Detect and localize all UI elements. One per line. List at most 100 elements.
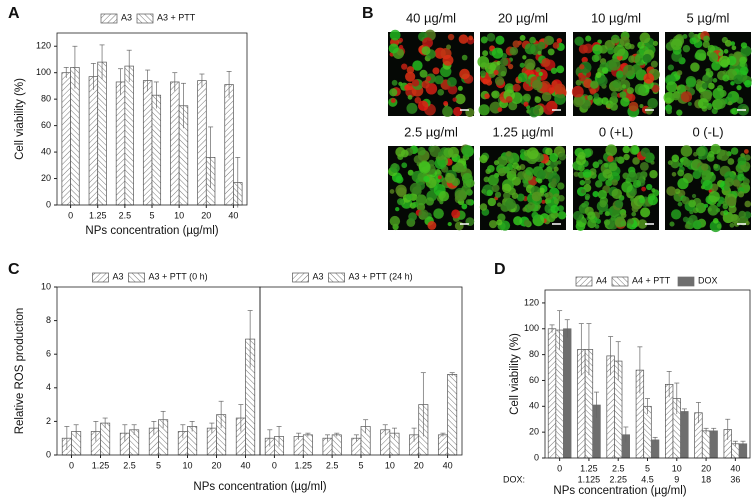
cell bbox=[584, 195, 590, 201]
cell bbox=[571, 85, 584, 98]
cell bbox=[613, 44, 626, 57]
cell bbox=[595, 71, 602, 79]
cell bbox=[601, 97, 609, 105]
cell bbox=[415, 194, 427, 206]
cell bbox=[729, 222, 735, 228]
cell bbox=[610, 215, 616, 221]
cell bbox=[390, 98, 396, 104]
cell bbox=[639, 32, 651, 44]
error-bar bbox=[732, 440, 738, 447]
cell bbox=[724, 39, 732, 47]
x-tick-label: 0 bbox=[68, 210, 73, 220]
cell bbox=[695, 146, 706, 157]
x-tick-label: 5 bbox=[149, 210, 154, 220]
cell bbox=[631, 205, 639, 213]
y-tick-label: 0 bbox=[46, 199, 51, 209]
micrograph bbox=[665, 143, 752, 233]
cell bbox=[685, 77, 697, 88]
cell bbox=[744, 80, 752, 88]
cell bbox=[447, 221, 452, 227]
cell bbox=[723, 210, 729, 216]
bar bbox=[650, 439, 660, 459]
cell bbox=[495, 35, 505, 45]
x-tick-label: 0 bbox=[272, 460, 277, 470]
cell bbox=[480, 36, 488, 44]
error-bar bbox=[208, 126, 214, 188]
bar bbox=[197, 80, 207, 206]
cell bbox=[691, 193, 697, 199]
cell bbox=[706, 104, 713, 110]
error-bar bbox=[305, 432, 311, 437]
cell bbox=[434, 157, 446, 170]
cell bbox=[452, 97, 457, 102]
cell bbox=[634, 83, 646, 96]
cell bbox=[491, 184, 500, 193]
error-bar bbox=[172, 72, 178, 92]
error-bar bbox=[199, 73, 205, 88]
cell bbox=[465, 199, 472, 205]
error-bar bbox=[90, 63, 96, 90]
error-bar bbox=[296, 432, 302, 440]
cell bbox=[537, 50, 542, 55]
error-bar bbox=[645, 398, 650, 415]
cell bbox=[418, 161, 431, 174]
y-tick-label: 20 bbox=[41, 173, 51, 183]
cell bbox=[519, 62, 525, 68]
cell bbox=[745, 220, 750, 226]
legend-swatch bbox=[677, 276, 695, 287]
cell bbox=[688, 31, 695, 39]
cell bbox=[626, 223, 633, 229]
cell bbox=[591, 54, 600, 63]
cell bbox=[523, 101, 529, 107]
error-bar bbox=[666, 371, 672, 398]
cell bbox=[536, 76, 542, 81]
cell bbox=[407, 94, 413, 100]
cell bbox=[413, 155, 423, 164]
cell bbox=[537, 178, 543, 184]
x-tick-label: 5 bbox=[645, 463, 650, 473]
cell bbox=[510, 168, 517, 175]
legend-swatch bbox=[575, 276, 593, 287]
x-axis-label: NPs concentration (µg/ml) bbox=[193, 481, 326, 493]
cell bbox=[454, 221, 464, 231]
cell bbox=[543, 35, 554, 46]
micrograph bbox=[388, 144, 475, 231]
x-tick-label: 40 bbox=[730, 463, 740, 473]
cell bbox=[536, 170, 546, 180]
cell bbox=[621, 181, 633, 193]
cell bbox=[666, 108, 672, 115]
cell bbox=[425, 197, 434, 206]
error-bar bbox=[218, 400, 224, 429]
cell bbox=[579, 64, 585, 70]
cell bbox=[627, 171, 638, 183]
cell bbox=[727, 101, 733, 106]
y-tick-label: 6 bbox=[46, 349, 51, 359]
y-tick-label: 80 bbox=[41, 94, 51, 104]
cell bbox=[412, 60, 423, 71]
cell bbox=[741, 105, 749, 113]
x-tick-label: 0 bbox=[557, 463, 562, 473]
cell bbox=[512, 162, 520, 170]
cell bbox=[557, 211, 567, 220]
cell bbox=[682, 158, 691, 167]
cell bbox=[597, 189, 608, 200]
y-tick-label: 10 bbox=[41, 281, 51, 291]
cell bbox=[624, 42, 632, 50]
cell bbox=[614, 199, 624, 209]
cell bbox=[640, 147, 651, 158]
legend-label: A4 bbox=[596, 275, 607, 285]
x-tick-label: 20 bbox=[201, 210, 211, 220]
cell bbox=[388, 43, 399, 54]
bar bbox=[224, 84, 234, 206]
cell bbox=[643, 73, 655, 84]
cell bbox=[509, 46, 519, 56]
cell bbox=[442, 54, 454, 66]
cell bbox=[494, 76, 505, 86]
cell bbox=[545, 147, 553, 156]
cell bbox=[575, 155, 587, 166]
cell bbox=[682, 216, 689, 223]
cell bbox=[674, 188, 681, 195]
cell bbox=[547, 48, 555, 56]
legend-swatch bbox=[611, 276, 629, 287]
cell bbox=[647, 195, 658, 206]
